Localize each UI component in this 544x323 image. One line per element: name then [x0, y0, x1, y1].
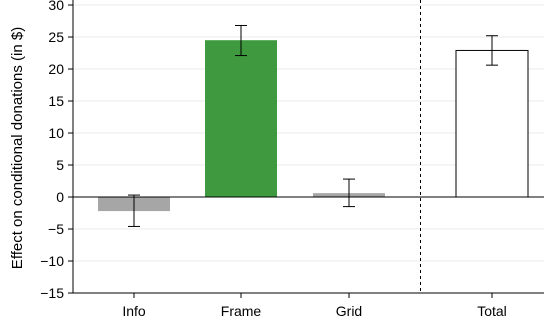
bar-total	[455, 49, 529, 198]
y-tick-label: 25	[48, 29, 64, 45]
y-tick-label: 10	[48, 125, 64, 141]
y-tick-label: −10	[40, 253, 64, 269]
y-tick-label: −15	[40, 285, 64, 301]
bars	[98, 40, 529, 212]
bar-frame	[205, 40, 277, 198]
error-bars	[128, 24, 498, 227]
y-axis-title: Effect on conditional donations (in $)	[9, 27, 26, 269]
y-tick-label: 15	[48, 93, 64, 109]
x-tick-label: Total	[477, 303, 507, 319]
axes: 30 25 20 15 10 5 0 −5 −10 −15 Info Frame Grid Total	[40, 0, 544, 319]
y-tick-label: 0	[56, 189, 64, 205]
y-tick-label: 30	[48, 0, 64, 13]
y-tick-label: 20	[48, 61, 64, 77]
x-tick-label: Info	[122, 303, 146, 319]
y-tick-label: −5	[48, 221, 64, 237]
x-tick-label: Grid	[336, 303, 362, 319]
y-tick-label: 5	[56, 157, 64, 173]
x-tick-label: Frame	[221, 303, 262, 319]
